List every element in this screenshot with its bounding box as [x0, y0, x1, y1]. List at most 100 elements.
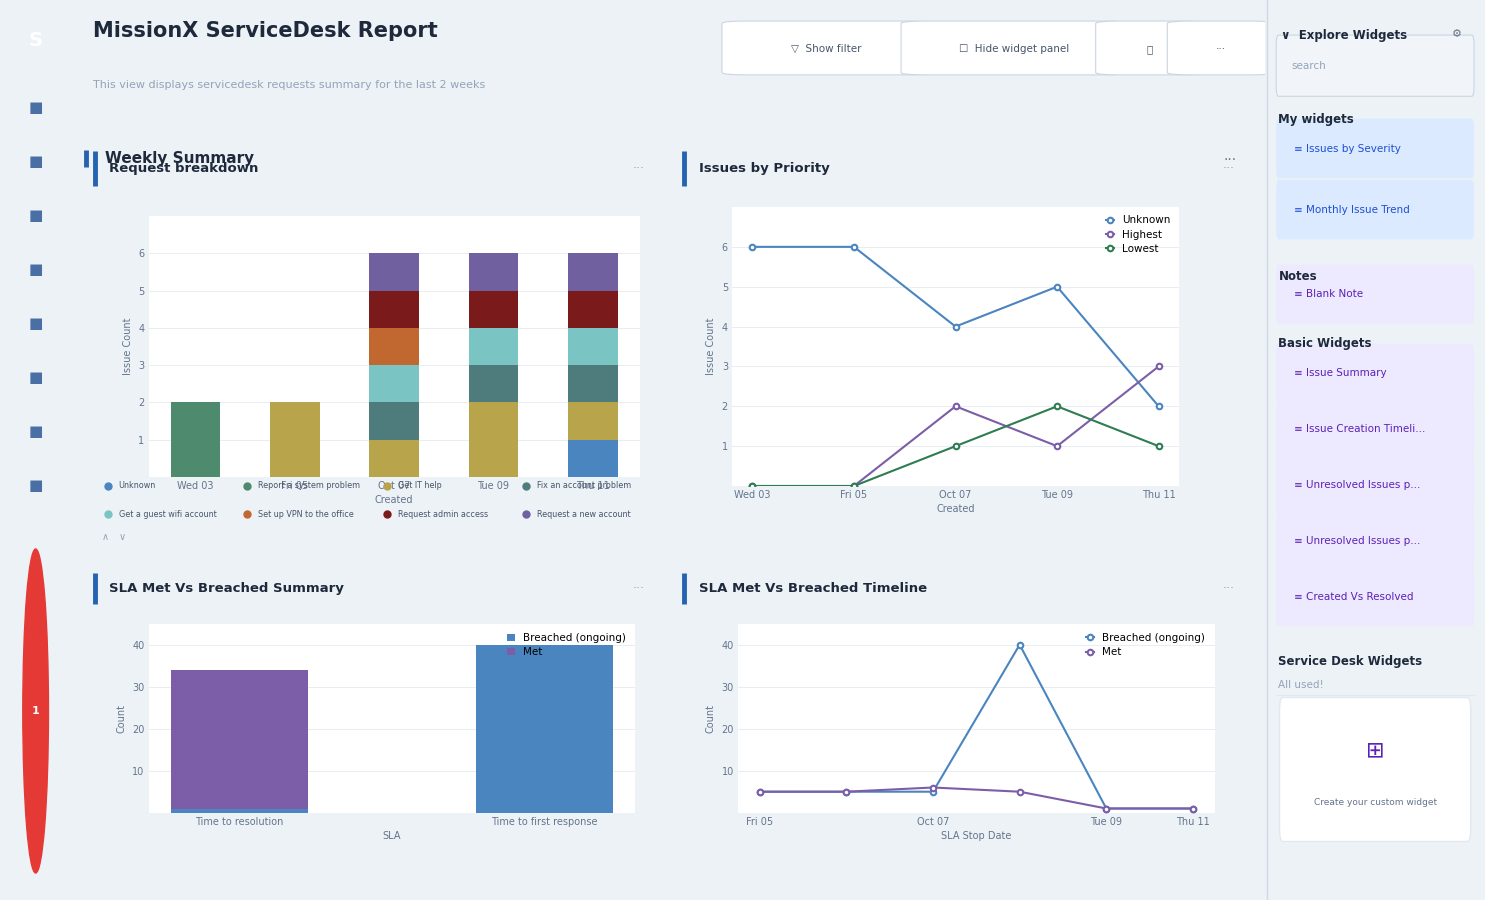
Text: ···: ···: [1222, 162, 1234, 176]
Met: [1184, 803, 1201, 814]
Text: Basic Widgets: Basic Widgets: [1279, 338, 1372, 350]
Legend: Breached (ongoing), Met: Breached (ongoing), Met: [1081, 629, 1209, 661]
Bar: [469, 402, 518, 477]
Text: ■: ■: [28, 767, 43, 781]
Text: ≡ Issue Summary: ≡ Issue Summary: [1293, 368, 1387, 379]
Lowest: [946, 441, 964, 452]
FancyBboxPatch shape: [1276, 455, 1475, 515]
Breached (ongoing): [1184, 803, 1201, 814]
Text: ∨  Explore Widgets: ∨ Explore Widgets: [1280, 29, 1406, 41]
FancyBboxPatch shape: [1276, 119, 1475, 178]
Met: [1011, 787, 1029, 797]
X-axis label: SLA Stop Date: SLA Stop Date: [941, 831, 1011, 841]
Unknown: [1149, 400, 1167, 411]
Text: Service Desk Widgets: Service Desk Widgets: [1279, 655, 1423, 668]
X-axis label: SLA: SLA: [383, 831, 401, 841]
Text: ≡ Unresolved Issues p...: ≡ Unresolved Issues p...: [1293, 536, 1420, 546]
Bar: [567, 291, 618, 328]
FancyBboxPatch shape: [1276, 344, 1475, 403]
Met: [751, 787, 769, 797]
Text: ☐  Hide widget panel: ☐ Hide widget panel: [959, 44, 1069, 54]
Breached (ongoing): [924, 787, 941, 797]
Bar: [370, 440, 419, 477]
Bar: [469, 253, 518, 291]
FancyBboxPatch shape: [901, 21, 1129, 75]
Legend: Unknown, Highest, Lowest: Unknown, Highest, Lowest: [1102, 212, 1173, 256]
Bar: [370, 253, 419, 291]
Text: ■: ■: [28, 317, 43, 331]
Y-axis label: Count: Count: [116, 704, 126, 733]
Breached (ongoing): [751, 787, 769, 797]
Text: Request breakdown: Request breakdown: [108, 162, 258, 176]
Bar: [370, 402, 419, 440]
Text: Notes: Notes: [1279, 270, 1317, 283]
Text: Fix an account problem: Fix an account problem: [538, 482, 631, 490]
Text: ■: ■: [28, 371, 43, 385]
Breached (ongoing): [1011, 639, 1029, 650]
Line: Lowest: Lowest: [750, 403, 1161, 489]
FancyBboxPatch shape: [1276, 567, 1475, 626]
Lowest: [744, 481, 762, 491]
FancyBboxPatch shape: [1276, 180, 1475, 239]
Text: Set up VPN to the office: Set up VPN to the office: [258, 509, 353, 518]
Unknown: [845, 241, 863, 252]
Bar: [370, 328, 419, 365]
Text: 1: 1: [31, 706, 40, 716]
Text: ···: ···: [633, 582, 644, 595]
Line: Unknown: Unknown: [750, 244, 1161, 410]
Text: Get a guest wifi account: Get a guest wifi account: [119, 509, 217, 518]
Highest: [744, 481, 762, 491]
Bar: [567, 328, 618, 365]
Text: Request admin access: Request admin access: [398, 509, 489, 518]
Text: ···: ···: [1222, 582, 1234, 595]
Text: Weekly Summary: Weekly Summary: [105, 151, 254, 166]
Text: SLA Met Vs Breached Timeline: SLA Met Vs Breached Timeline: [698, 582, 927, 595]
Bar: [567, 440, 618, 477]
Text: ≡ Unresolved Issues p...: ≡ Unresolved Issues p...: [1293, 480, 1420, 491]
Text: ≡ Issues by Severity: ≡ Issues by Severity: [1293, 143, 1400, 154]
Text: ⚙: ⚙: [1452, 29, 1463, 39]
Text: ∧: ∧: [102, 532, 108, 542]
FancyBboxPatch shape: [1276, 400, 1475, 459]
Text: ∨: ∨: [119, 532, 126, 542]
Text: ■: ■: [28, 263, 43, 277]
FancyBboxPatch shape: [1276, 35, 1475, 96]
Text: ■: ■: [28, 101, 43, 115]
Text: ≡ Blank Note: ≡ Blank Note: [1293, 289, 1363, 300]
Bar: [469, 291, 518, 328]
Bar: [270, 402, 319, 477]
Bar: [171, 402, 220, 477]
Text: ···: ···: [633, 162, 644, 176]
Text: All used!: All used!: [1279, 680, 1325, 689]
Lowest: [1048, 400, 1066, 411]
Legend: Breached (ongoing), Met: Breached (ongoing), Met: [502, 629, 630, 661]
Text: ≡ Issue Creation Timeli...: ≡ Issue Creation Timeli...: [1293, 424, 1426, 435]
Bar: [171, 808, 307, 813]
Met: [1097, 803, 1115, 814]
Unknown: [946, 321, 964, 332]
Text: ■: ■: [28, 479, 43, 493]
Text: ≡ Monthly Issue Trend: ≡ Monthly Issue Trend: [1293, 204, 1409, 215]
FancyBboxPatch shape: [1280, 698, 1470, 842]
Bar: [567, 402, 618, 440]
Y-axis label: Issue Count: Issue Count: [123, 318, 132, 375]
Text: ■: ■: [28, 425, 43, 439]
Text: ≡ Created Vs Resolved: ≡ Created Vs Resolved: [1293, 591, 1414, 602]
Line: Met: Met: [757, 785, 1195, 811]
Bar: [370, 291, 419, 328]
Text: ···: ···: [1224, 153, 1237, 167]
Line: Highest: Highest: [750, 364, 1161, 489]
Bar: [475, 644, 613, 813]
X-axis label: Created: Created: [374, 495, 413, 505]
Met: [838, 787, 855, 797]
Line: Breached (ongoing): Breached (ongoing): [757, 642, 1195, 811]
Bar: [567, 365, 618, 402]
Text: Unknown: Unknown: [119, 482, 156, 490]
FancyBboxPatch shape: [722, 21, 931, 75]
Unknown: [744, 241, 762, 252]
X-axis label: Created: Created: [936, 504, 974, 514]
Text: S: S: [28, 32, 43, 50]
Text: SLA Met Vs Breached Summary: SLA Met Vs Breached Summary: [108, 582, 345, 595]
Text: ⊞: ⊞: [1366, 742, 1384, 761]
Lowest: [1149, 441, 1167, 452]
